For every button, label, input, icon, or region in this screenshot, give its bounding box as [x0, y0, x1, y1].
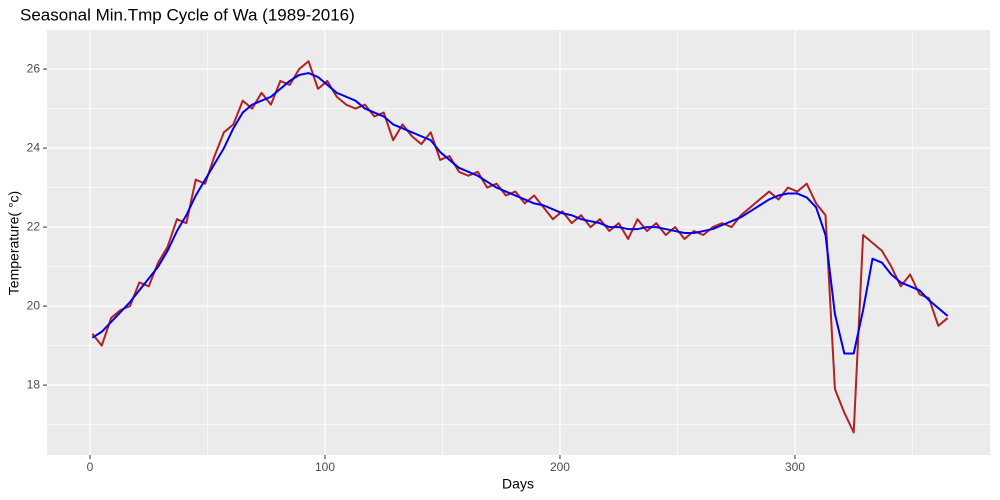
y-tick-label: 26 [27, 61, 41, 75]
y-tick-label: 20 [27, 298, 41, 312]
y-axis-title: Temperature( °c) [6, 191, 22, 295]
x-tick-label: 200 [550, 460, 570, 474]
y-tick-label: 24 [27, 140, 41, 154]
x-tick-label: 100 [315, 460, 335, 474]
series-line [91, 72, 949, 355]
x-axis-title: Days [502, 476, 534, 492]
chart-title: Seasonal Min.Tmp Cycle of Wa (1989-2016) [20, 5, 355, 24]
y-tick-label: 22 [27, 219, 41, 233]
x-tick-label: 0 [87, 460, 94, 474]
y-tick-label: 18 [27, 377, 41, 391]
x-tick-label: 300 [785, 460, 805, 474]
plot-panel [47, 30, 990, 455]
